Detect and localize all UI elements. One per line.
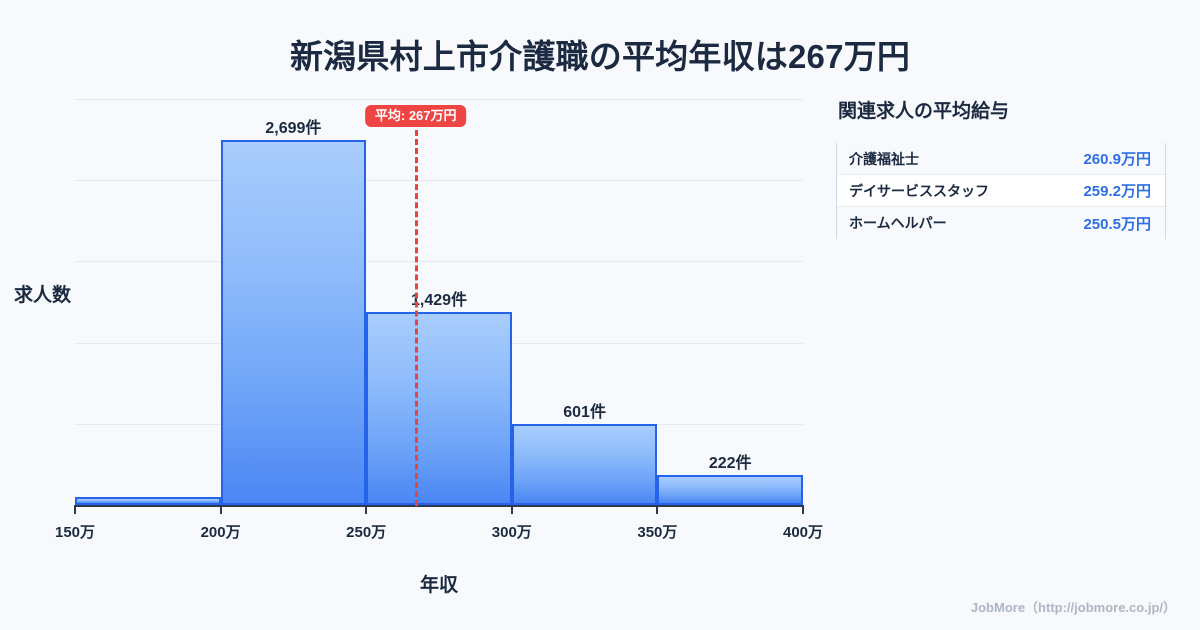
histogram-bar <box>220 139 367 505</box>
histogram-chart: 求人数 年収 2,699件 1,429件 601件 222件 150万 200万 250万 3… <box>14 99 824 596</box>
salary-job-name: ホームヘルパー <box>849 215 947 231</box>
bar-value-label: 222件 <box>708 454 752 472</box>
x-axis-tick <box>74 505 76 514</box>
gridline <box>75 261 803 262</box>
footer-credit: JobMore（http://jobmore.co.jp/） <box>970 600 1176 615</box>
histogram-bar <box>511 423 658 505</box>
x-axis-title: 年収 <box>419 575 458 596</box>
x-axis-tick <box>656 505 659 514</box>
salary-amount: 259.2万円 <box>1083 183 1151 200</box>
x-axis-tick <box>802 505 804 514</box>
salary-row: デイサービススタッフ 259.2万円 <box>837 175 1165 207</box>
x-axis-tick-label: 150万 <box>54 524 96 541</box>
average-line <box>414 130 418 506</box>
salary-amount: 260.9万円 <box>1083 151 1151 168</box>
y-axis-title: 求人数 <box>14 285 72 306</box>
x-axis-tick <box>365 505 368 514</box>
x-axis-tick-label: 300万 <box>491 524 532 541</box>
histogram-bar <box>657 474 803 505</box>
histogram-bar <box>75 497 221 505</box>
x-axis-tick-label: 250万 <box>346 524 387 541</box>
x-axis-tick <box>510 505 513 514</box>
page-title: 新潟県村上市介護職の平均年収は267万円 <box>289 38 911 75</box>
related-salary-table: 介護福祉士 260.9万円デイサービススタッフ 259.2万円ホームヘルパー 250.… <box>836 143 1166 239</box>
salary-job-name: 介護福祉士 <box>849 150 919 167</box>
salary-row: ホームヘルパー 250.5万円 <box>837 207 1165 239</box>
gridline <box>75 99 803 100</box>
gridline <box>75 180 803 181</box>
salary-job-name: デイサービススタッフ <box>849 182 989 199</box>
x-axis-tick-label: 200万 <box>200 524 241 541</box>
x-axis-line <box>75 505 803 507</box>
histogram-bar <box>366 311 512 505</box>
bar-value-label: 2,699件 <box>265 119 322 137</box>
related-salary-panel: 関連求人の平均給与 介護福祉士 260.9万円デイサービススタッフ 259.2万円ホ… <box>836 96 1166 239</box>
bar-value-label: 1,429件 <box>410 291 468 309</box>
salary-amount: 250.5万円 <box>1083 215 1151 233</box>
x-axis-tick <box>219 505 222 514</box>
x-axis-tick-label: 400万 <box>782 524 824 541</box>
salary-row: 介護福祉士 260.9万円 <box>837 143 1165 175</box>
related-salary-title: 関連求人の平均給与 <box>838 101 1010 122</box>
bar-value-label: 601件 <box>563 403 606 421</box>
plot-area <box>75 99 803 505</box>
x-axis-tick-label: 350万 <box>637 524 678 541</box>
average-badge: 平均: 267万円 <box>364 105 467 127</box>
